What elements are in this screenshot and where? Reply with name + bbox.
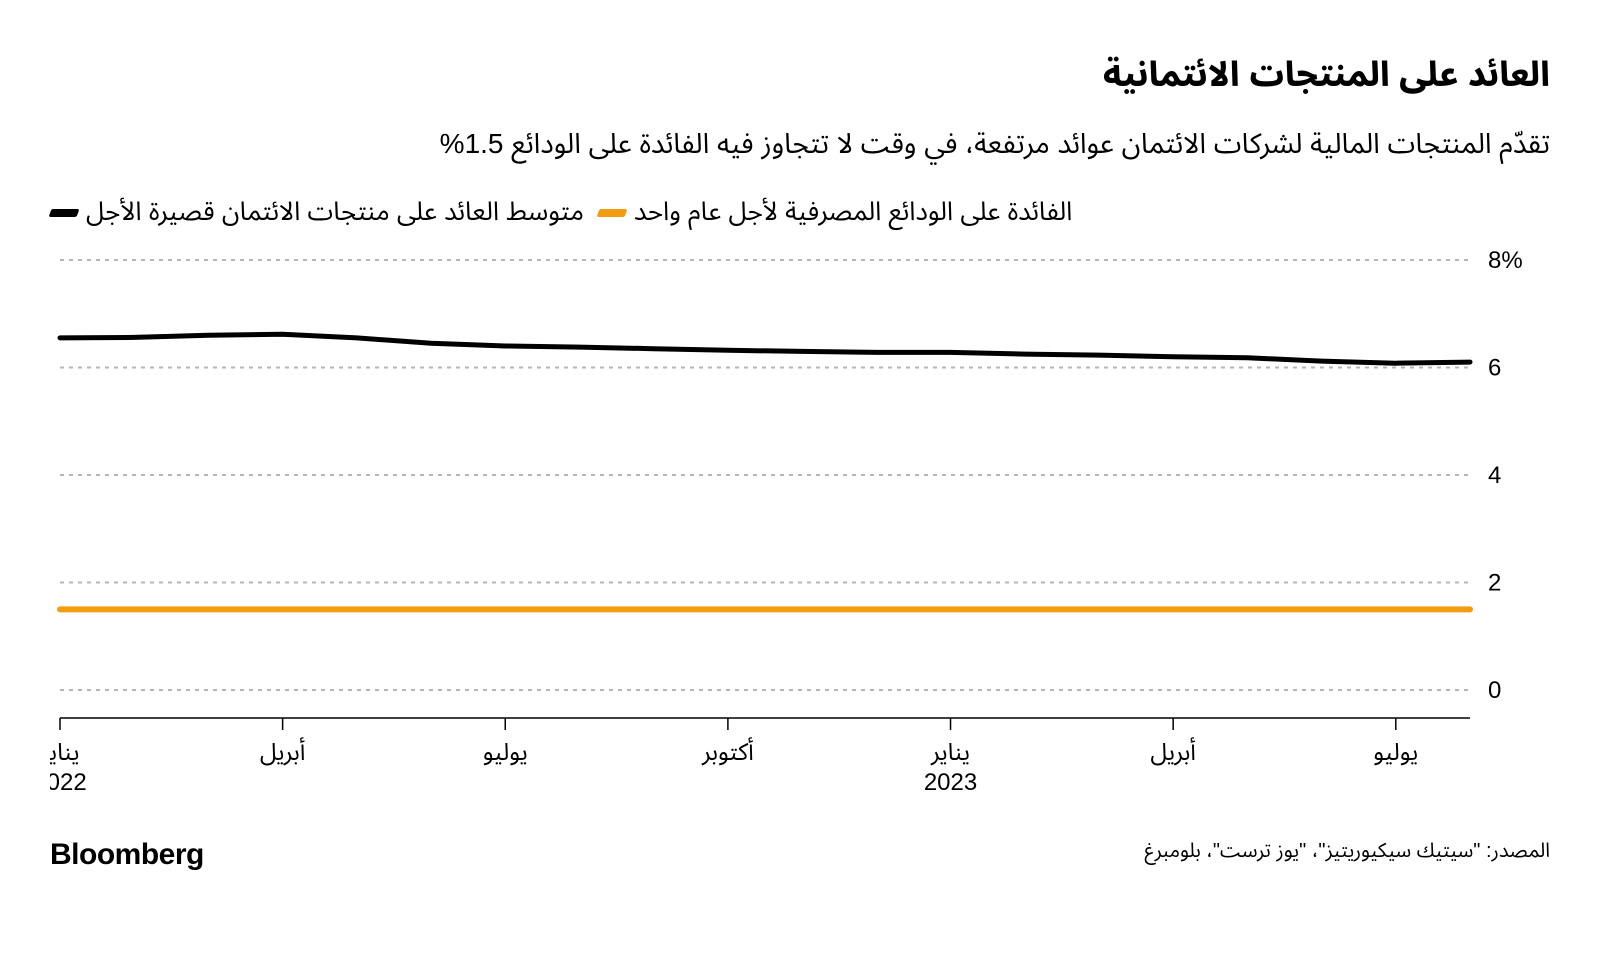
y-tick-label: 4 <box>1488 462 1501 489</box>
chart-subtitle: تقدّم المنتجات المالية لشركات الائتمان ع… <box>50 124 1550 163</box>
x-tick-label: يناير <box>50 739 80 766</box>
x-tick-label: يوليو <box>483 739 528 766</box>
legend-swatch-series1 <box>49 209 80 217</box>
legend-item-series2: الفائدة على الودائع المصرفية لأجل عام وا… <box>598 185 1072 240</box>
line-chart-svg: 0 2 4 6 8% يناير 2022 أبريل يوليو أكتوبر يناير 2023… <box>50 250 1550 810</box>
x-tick-label: يناير <box>930 739 970 766</box>
legend-swatch-series2 <box>596 209 627 217</box>
x-tick-label: أبريل <box>260 736 306 766</box>
chart-title: العائد على المنتجات الائتمانية <box>50 40 1550 112</box>
legend: متوسط العائد على منتجات الائتمان قصيرة ا… <box>50 185 1550 240</box>
chart-area: 0 2 4 6 8% يناير 2022 أبريل يوليو أكتوبر يناير 2023… <box>50 250 1550 810</box>
y-tick-label: 2 <box>1488 570 1501 597</box>
legend-label-series2: الفائدة على الودائع المصرفية لأجل عام وا… <box>634 185 1072 240</box>
legend-item-series1: متوسط العائد على منتجات الائتمان قصيرة ا… <box>50 185 584 240</box>
y-tick-label: 0 <box>1488 677 1501 704</box>
x-tick-label: أبريل <box>1150 736 1196 766</box>
x-tick-label: أكتوبر <box>701 736 754 766</box>
x-tick-label: يوليو <box>1373 739 1418 766</box>
source-text: المصدر: "سيتيك سيكيوريتيز"، "يوز ترست"، … <box>1145 830 1550 872</box>
series-line-trust-yield <box>60 334 1470 363</box>
x-tick-year: 2022 <box>50 769 87 796</box>
brand-logo: Bloomberg <box>50 838 204 872</box>
x-tick-year: 2023 <box>924 769 977 796</box>
legend-label-series1: متوسط العائد على منتجات الائتمان قصيرة ا… <box>86 185 584 240</box>
y-tick-label: 6 <box>1488 355 1501 382</box>
y-tick-label: 8% <box>1488 250 1523 274</box>
